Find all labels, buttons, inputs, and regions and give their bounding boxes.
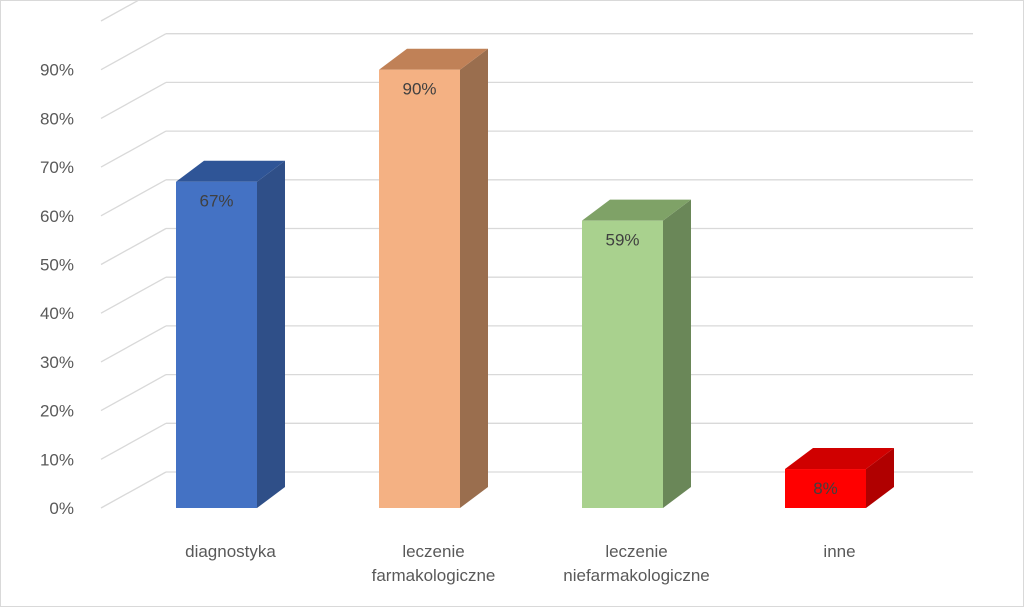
data-label: 59% [605, 231, 639, 250]
x-category-label-line: niefarmakologiczne [563, 566, 709, 585]
bar-front [785, 469, 866, 508]
bar [379, 48, 488, 508]
y-tick-label: 80% [40, 109, 74, 128]
x-category-label: leczenie farmakologiczne [372, 542, 496, 585]
y-tick-label: 20% [40, 402, 74, 421]
y-tick-label: 50% [40, 256, 74, 275]
x-category-label-line: diagnostyka [185, 542, 276, 561]
bar-top [176, 160, 285, 182]
bar-side [460, 48, 488, 508]
bar [582, 199, 691, 509]
bar-top [785, 448, 894, 470]
bar-side [257, 160, 285, 508]
y-tick-label: 10% [40, 450, 74, 469]
x-category-label-line: leczenie [605, 542, 667, 561]
gridline-diagonal [100, 81, 167, 119]
bar [176, 160, 285, 508]
gridline-diagonal [100, 471, 167, 509]
y-tick-label: 60% [40, 207, 74, 226]
bars [176, 48, 894, 509]
gridline-diagonal [100, 33, 167, 71]
gridline-diagonal [100, 276, 167, 314]
x-category-label-line: farmakologiczne [372, 566, 496, 585]
data-label: 90% [402, 80, 436, 99]
x-axis-categories: diagnostyka leczenie farmakologiczneleczen… [185, 542, 855, 585]
gridline-diagonal [100, 325, 167, 363]
bar-top [582, 199, 691, 221]
bar-side [663, 199, 691, 509]
gridline-diagonal [100, 179, 167, 217]
x-category-label: inne [823, 542, 855, 561]
x-category-label-line: leczenie [402, 542, 464, 561]
y-tick-label: 0% [49, 499, 74, 518]
x-category-label: leczenie niefarmakologiczne [563, 542, 709, 585]
gridline-diagonal [100, 227, 167, 266]
data-labels: 67% 90% 59% 8% [199, 80, 837, 498]
y-tick-label: 30% [40, 353, 74, 372]
y-tick-label: 90% [40, 61, 74, 80]
gridline-diagonal [100, 422, 167, 460]
y-tick-label: 40% [40, 304, 74, 323]
bar-front [176, 181, 257, 508]
gridline-diagonal [100, 130, 167, 168]
bar-front [582, 220, 663, 509]
x-category-label-line: inne [823, 542, 855, 561]
bar-front [379, 69, 460, 508]
bar-side [866, 448, 894, 508]
gridline-diagonal [100, 1, 139, 22]
gridlines [100, 1, 973, 509]
gridline-diagonal [100, 374, 167, 412]
y-axis-ticks: 0% 10% 20% 30% 40% 50% 60% 70% 80% 90% [40, 61, 74, 518]
y-tick-label: 70% [40, 158, 74, 177]
bar [785, 448, 894, 508]
data-label: 8% [813, 479, 838, 498]
x-category-label: diagnostyka [185, 542, 276, 561]
data-label: 67% [199, 192, 233, 211]
bar-top [379, 48, 488, 70]
